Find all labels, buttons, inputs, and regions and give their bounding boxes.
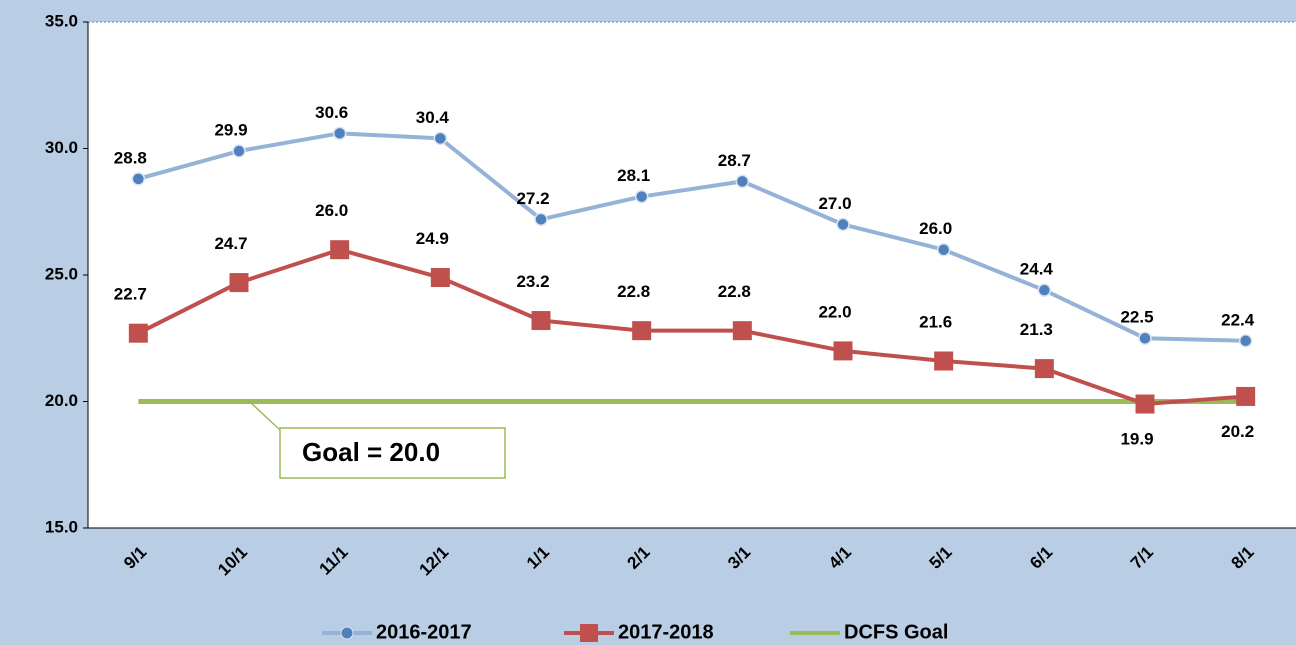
data-label: 21.6 (919, 313, 952, 332)
series-line (137, 131, 1246, 343)
x-tick-label: 12/1 (415, 543, 452, 580)
x-tick-label: 9/1 (120, 543, 150, 573)
marker (534, 212, 548, 227)
marker (735, 174, 750, 189)
marker (1138, 331, 1152, 345)
data-label: 30.4 (416, 108, 450, 127)
marker (1238, 334, 1253, 348)
x-tick-label: 5/1 (926, 543, 956, 573)
data-label: 28.8 (114, 148, 147, 167)
data-label: 29.9 (214, 121, 247, 140)
data-label: 27.2 (516, 189, 549, 208)
marker (1037, 283, 1052, 297)
marker (732, 321, 752, 341)
marker (936, 242, 951, 257)
marker (833, 341, 853, 361)
data-label: 26.0 (315, 201, 348, 220)
x-tick-label: 10/1 (214, 543, 251, 580)
data-label: 22.8 (617, 282, 650, 301)
series-line (137, 247, 1246, 407)
marker (632, 321, 652, 341)
data-label: 27.0 (818, 194, 851, 213)
marker (1135, 394, 1155, 414)
marker (836, 217, 850, 232)
marker (1034, 359, 1054, 379)
data-label: 22.8 (718, 282, 751, 301)
x-tick-label: 4/1 (825, 543, 855, 573)
data-label: 22.0 (818, 302, 851, 321)
data-label: 24.7 (214, 234, 247, 253)
data-label: 23.2 (516, 272, 549, 291)
data-label: 24.4 (1020, 260, 1054, 279)
plot-area (88, 22, 1296, 528)
data-label: 19.9 (1120, 430, 1153, 449)
data-label: 22.5 (1120, 308, 1153, 327)
x-tick-label: 8/1 (1228, 543, 1258, 573)
legend-marker (580, 624, 598, 642)
annotation-leader (249, 401, 281, 431)
marker (330, 240, 350, 260)
marker (128, 323, 148, 343)
marker (232, 144, 246, 158)
marker (934, 351, 954, 371)
legend-label: 2017-2018 (618, 621, 714, 643)
legend-label: DCFS Goal (844, 621, 948, 643)
y-tick-label: 35.0 (45, 11, 78, 30)
y-tick-label: 30.0 (45, 138, 78, 157)
x-tick-label: 6/1 (1026, 543, 1056, 573)
y-tick-label: 25.0 (45, 264, 78, 283)
marker (332, 126, 347, 141)
marker (229, 273, 249, 293)
marker (131, 172, 146, 186)
data-label: 28.7 (718, 151, 751, 170)
data-label: 30.6 (315, 103, 348, 122)
annotation-box (279, 427, 506, 479)
legend-label: 2016-2017 (376, 621, 472, 643)
data-label: 22.7 (114, 285, 147, 304)
legend-marker (340, 626, 354, 640)
x-tick-label: 3/1 (724, 543, 754, 573)
data-label: 26.0 (919, 219, 952, 238)
marker (430, 268, 450, 288)
marker (531, 311, 551, 331)
data-label: 20.2 (1221, 422, 1254, 441)
x-tick-label: 2/1 (624, 543, 654, 573)
data-label: 21.3 (1020, 320, 1053, 339)
data-label: 28.1 (617, 166, 650, 185)
y-tick-label: 15.0 (45, 517, 78, 536)
data-label: 24.9 (416, 229, 449, 248)
y-tick-label: 20.0 (45, 391, 78, 410)
data-label: 22.4 (1221, 310, 1255, 329)
annotation: Goal = 20.0 (302, 437, 440, 467)
marker (634, 189, 649, 204)
marker (1236, 386, 1256, 406)
x-tick-label: 1/1 (523, 543, 553, 573)
x-tick-label: 7/1 (1127, 543, 1157, 573)
marker (433, 131, 448, 146)
x-tick-label: 11/1 (315, 543, 351, 579)
